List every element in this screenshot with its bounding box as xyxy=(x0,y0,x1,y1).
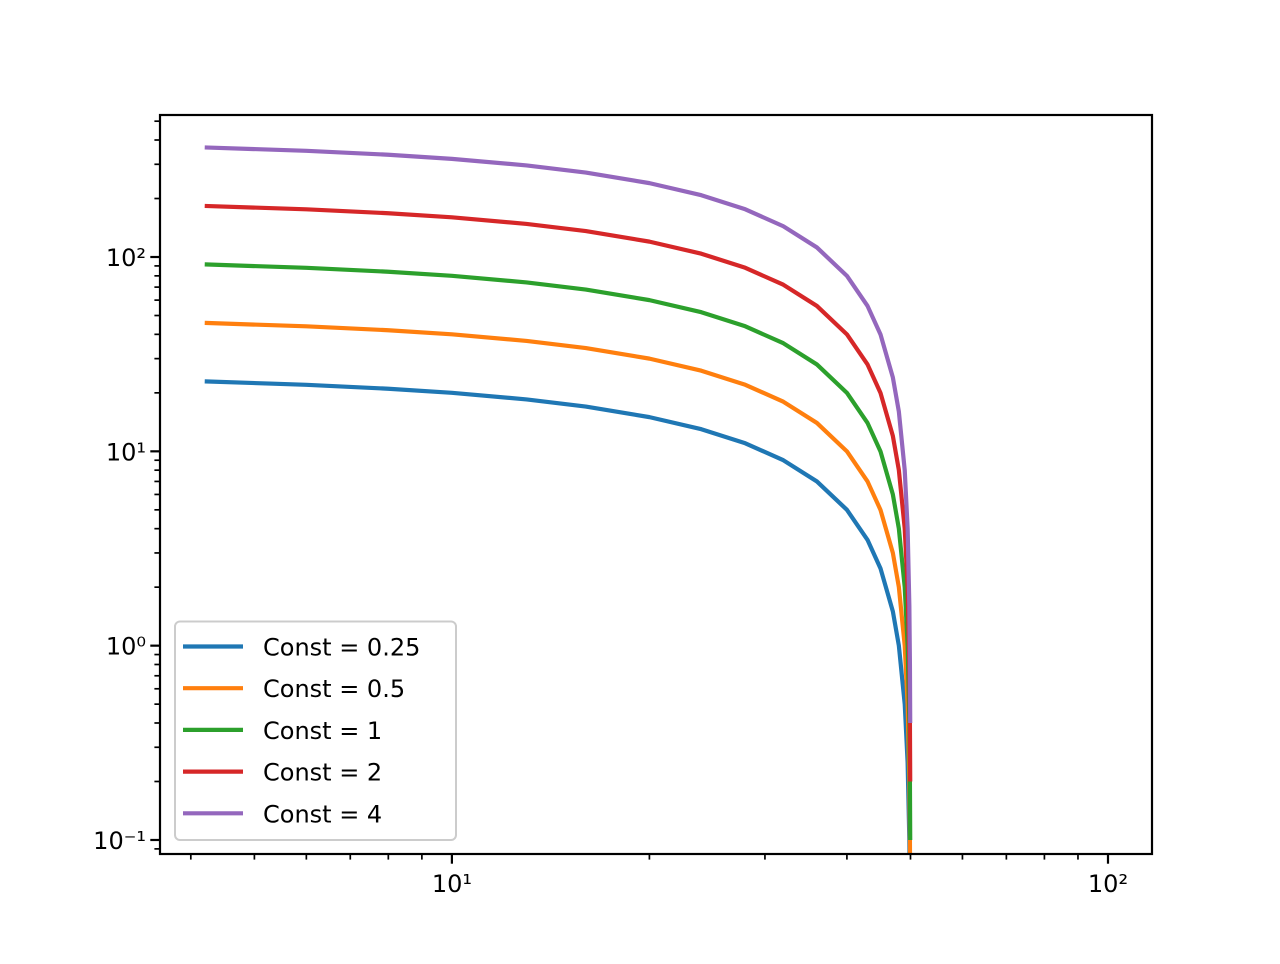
y-tick-label: 10¹ xyxy=(106,438,146,466)
legend: Const = 0.25 Const = 0.5 Const = 1 Const = … xyxy=(174,620,457,841)
legend-label: Const = 0.25 xyxy=(263,634,420,662)
y-tick-label: 10² xyxy=(106,244,146,272)
legend-label: Const = 0.5 xyxy=(263,675,405,703)
y-tick-label: 10⁰ xyxy=(106,633,146,661)
plot-lines xyxy=(204,145,913,854)
x-tick-label: 10¹ xyxy=(432,870,472,898)
legend-label: Const = 1 xyxy=(263,717,382,745)
series-line xyxy=(204,145,913,724)
legend-label: Const = 2 xyxy=(263,759,382,787)
legend-label: Const = 4 xyxy=(263,800,382,828)
y-tick-label: 10⁻¹ xyxy=(93,827,146,855)
axes-frame xyxy=(158,113,1154,856)
legend-box xyxy=(174,620,457,841)
x-tick-label: 10² xyxy=(1088,870,1128,898)
